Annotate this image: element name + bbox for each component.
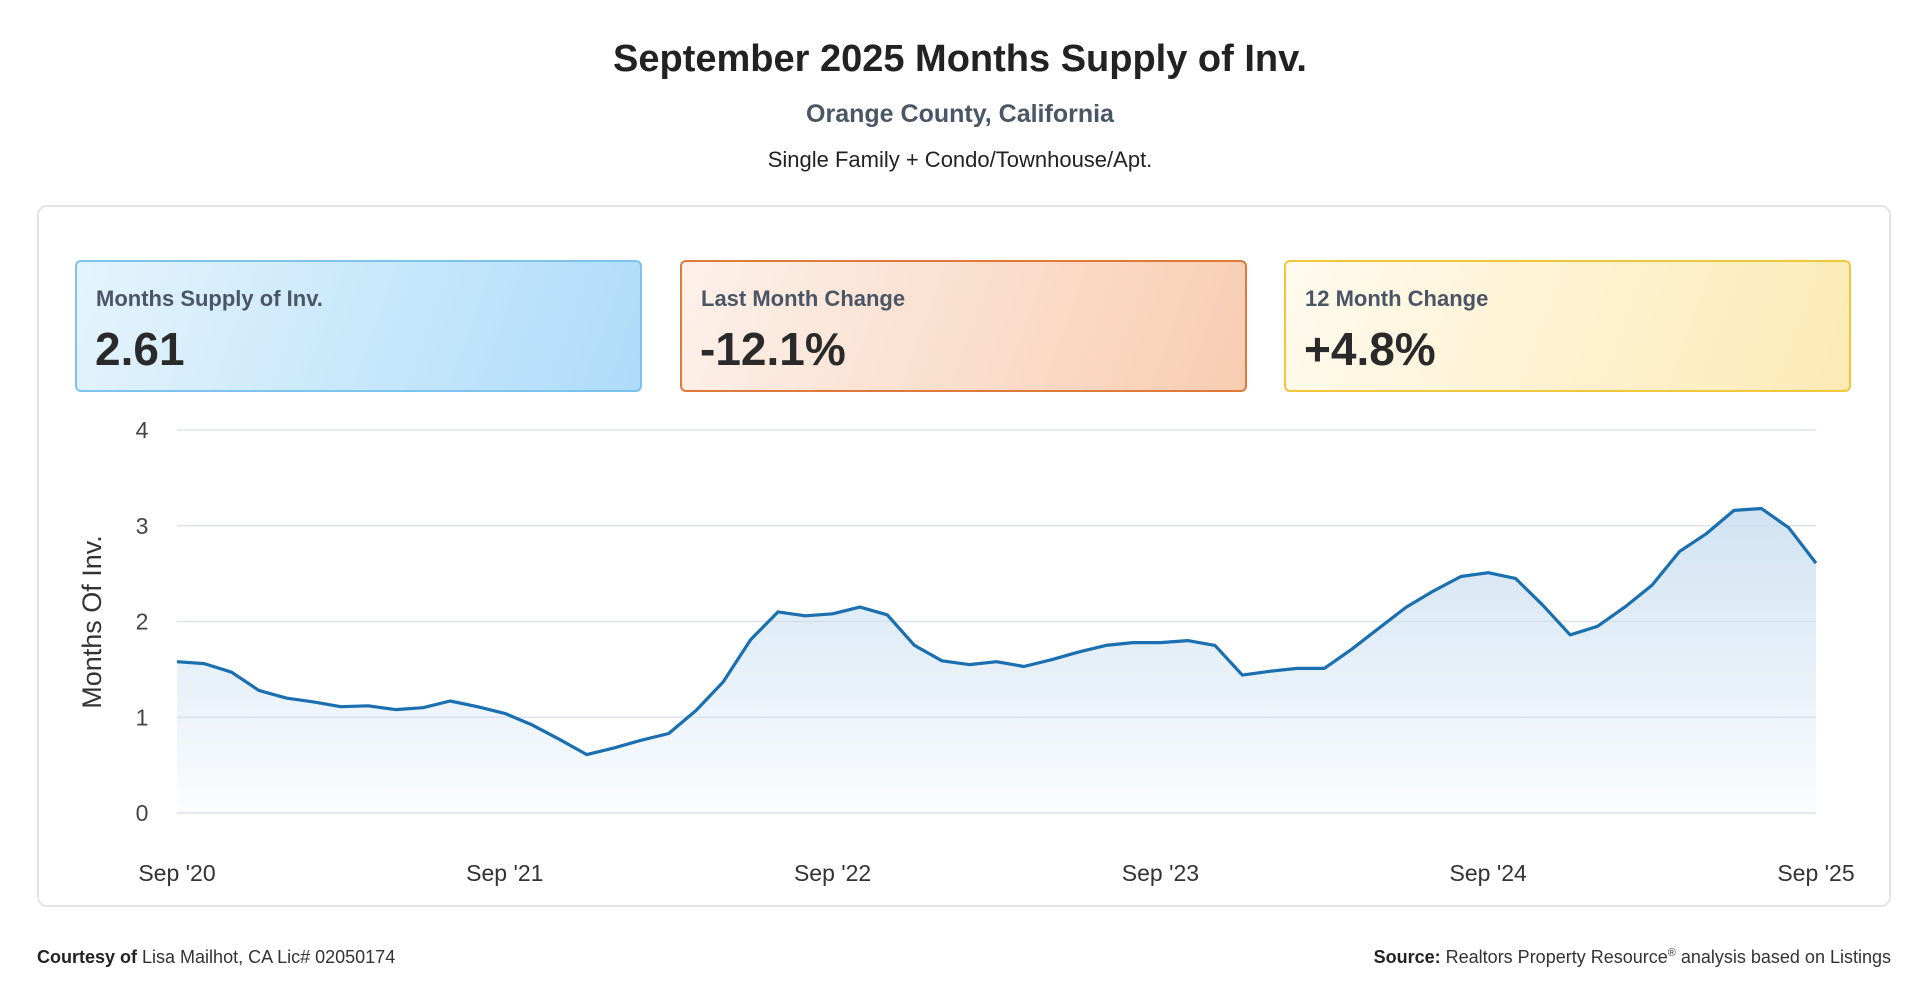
courtesy-footer: Courtesy of Lisa Mailhot, CA Lic# 020501… xyxy=(37,947,395,968)
region-subtitle: Orange County, California xyxy=(806,100,1114,128)
stat-label: Last Month Change xyxy=(701,286,906,311)
property-types-label: Single Family + Condo/Townhouse/Apt. xyxy=(767,147,1153,172)
stat-value: -12.1% xyxy=(700,323,846,375)
stat-card-12-month-change: 12 Month Change +4.8% xyxy=(1284,260,1851,392)
source-text: Realtors Property Resource xyxy=(1445,947,1668,967)
stat-card-last-month-change: Last Month Change -12.1% xyxy=(680,260,1247,392)
stat-label: Months Supply of Inv. xyxy=(96,286,323,311)
stat-card-months-supply: Months Supply of Inv. 2.61 xyxy=(75,260,642,392)
source-label: Source: xyxy=(1373,947,1441,967)
stat-value: +4.8% xyxy=(1304,323,1436,375)
source-text-suffix: analysis based on Listings xyxy=(1675,947,1891,967)
courtesy-text: Lisa Mailhot, CA Lic# 02050174 xyxy=(142,947,396,967)
stat-label: 12 Month Change xyxy=(1305,286,1489,311)
courtesy-label: Courtesy of xyxy=(37,947,138,967)
registered-mark: ® xyxy=(1667,947,1676,959)
stat-value: 2.61 xyxy=(95,323,185,375)
source-footer: Source: Realtors Property Resource® anal… xyxy=(1374,947,1891,968)
page-title: September 2025 Months Supply of Inv. xyxy=(613,38,1307,80)
